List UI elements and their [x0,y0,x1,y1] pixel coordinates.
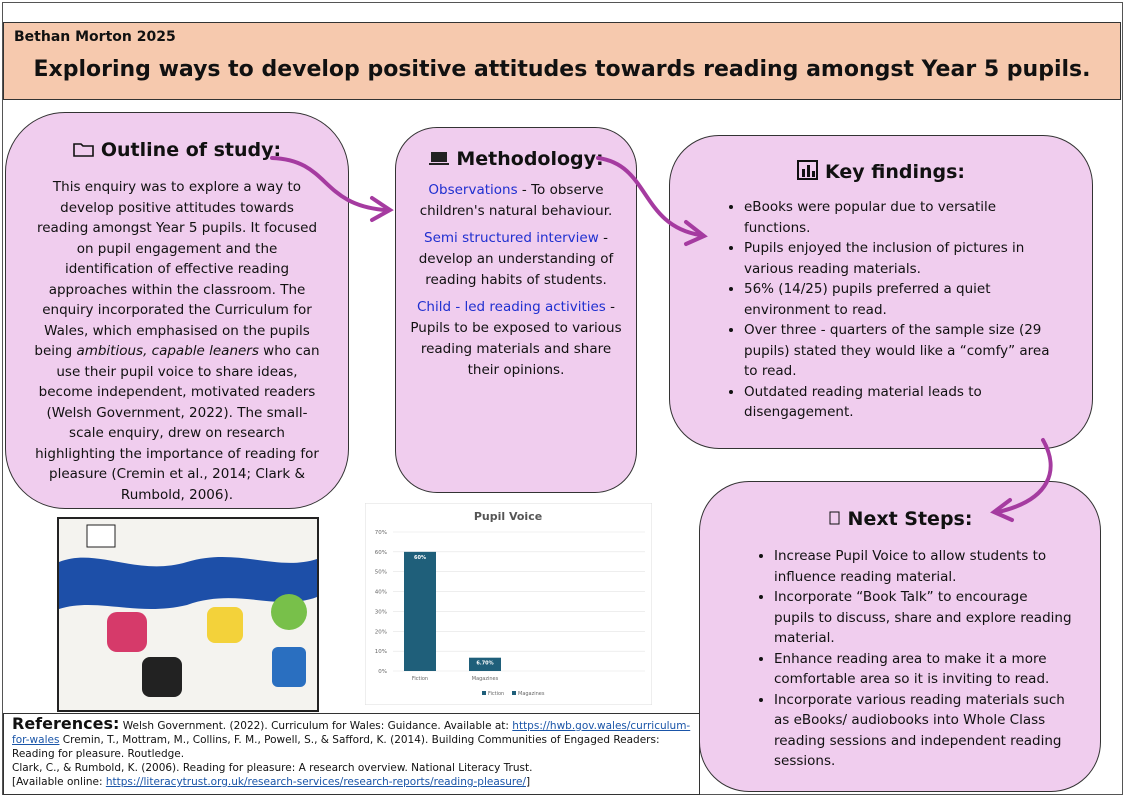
ref-text: Welsh Government. (2022). Curriculum for… [122,720,513,732]
method-label: Child - led reading activities [416,299,606,315]
outline-heading: Outline of study: [6,139,348,161]
findings-box: Key findings: eBooks were popular due to… [669,135,1093,449]
method-text: - develop an understanding of reading ha… [418,230,614,288]
y-tick-label: 40% [375,590,387,596]
y-tick-label: 0% [378,669,387,675]
legend-label: Magazines [518,691,545,697]
method-text: - Pupils to be exposed to various readin… [410,299,622,378]
laptop-icon [429,152,450,165]
arrowhead [370,196,394,222]
method-item: Semi structured interview - develop an u… [410,228,622,291]
folder-icon [73,143,94,157]
arrow [270,156,387,212]
methodology-heading: Methodology: [396,148,636,170]
title: Exploring ways to develop positive attit… [33,57,1091,82]
ref-text: ] [526,776,531,788]
y-tick-label: 60% [375,550,387,556]
arrow [596,156,702,237]
method-label: Semi structured interview [424,230,599,246]
next-step: Incorporate “Book Talk” to encourage pup… [774,587,1072,649]
header: Bethan Morton 2025 Exploring ways to dev… [3,22,1121,100]
legend-label: Fiction [488,691,504,697]
references: References: Welsh Government. (2022). Cu… [3,713,700,795]
value-label: 60% [414,555,426,561]
y-tick-label: 30% [375,609,387,615]
heading-text: Methodology: [456,148,604,170]
next-heading: Next Steps: [700,508,1100,530]
arrowhead [684,220,708,246]
next-step: Incorporate various reading materials su… [774,690,1072,772]
next-step: Increase Pupil Voice to allow students t… [774,546,1072,587]
finding: eBooks were popular due to versatile fun… [744,197,1052,238]
ref-link[interactable]: https://literacytrust.org.uk/research-se… [105,776,526,788]
heading-text: Outline of study: [100,139,282,161]
ref-text: Clark, C., & Rumbold, K. (2006). Reading… [12,762,533,774]
pupil-drawing [57,517,319,712]
arrow [996,438,1053,514]
text: who can use their pupil voice to share i… [35,343,320,503]
heading-text: Key findings: [824,161,966,183]
legend-swatch [482,691,486,695]
findings-heading: Key findings: [670,160,1092,183]
method-text: - To observe children's natural behaviou… [419,182,613,219]
missing-glyph [829,511,840,525]
bar [469,657,501,671]
method-item: Observations - To observe children's nat… [410,180,622,222]
y-tick-label: 70% [375,530,387,536]
y-tick-label: 10% [375,649,387,655]
x-tick-label: Fiction [412,676,428,682]
ref-text: Cremin, T., Mottram, M., Collins, F. M.,… [12,734,660,760]
findings-list: eBooks were popular due to versatile fun… [720,197,1052,423]
outline-box: Outline of study: This enquiry was to ex… [5,112,349,509]
y-tick-label: 20% [375,629,387,635]
finding: Outdated reading material leads to disen… [744,382,1052,423]
bar [404,551,436,671]
outline-body: This enquiry was to explore a way to dev… [34,177,320,505]
method-label: Observations [428,182,518,198]
value-label: 6.70% [476,661,493,667]
chart-icon [796,160,818,180]
finding: Over three - quarters of the sample size… [744,320,1052,382]
ref-text: [Available online: [12,776,106,788]
finding: 56% (14/25) pupils preferred a quiet env… [744,279,1052,320]
next-step: Enhance reading area to make it a more c… [774,649,1072,690]
chart: Pupil Voice 0% 10% 20% 30% 40% 50% 60% 70% 60% Fic… [365,503,652,705]
method-item: Child - led reading activities - Pupils … [410,297,622,381]
chart-title: Pupil Voice [474,510,542,523]
methodology-list: Observations - To observe children's nat… [410,180,622,381]
next-box: Next Steps: Increase Pupil Voice to allo… [699,481,1101,792]
arrowhead [990,498,1014,522]
methodology-box: Methodology: Observations - To observe c… [395,127,637,493]
y-tick-label: 50% [375,570,387,576]
author: Bethan Morton 2025 [14,29,176,45]
text: This enquiry was to explore a way to dev… [34,179,318,359]
finding: Pupils enjoyed the inclusion of pictures… [744,238,1052,279]
next-list: Increase Pupil Voice to allow students t… [750,546,1072,772]
heading-text: Next Steps: [847,508,973,530]
ref-heading: References: [12,714,120,733]
x-tick-label: Magazines [472,676,499,682]
ref-link[interactable]: https://hwb.gov.wales/curriculum-for-wal… [12,720,691,746]
legend-swatch [512,691,516,695]
emphasis: ambitious, capable leaners [76,343,259,359]
